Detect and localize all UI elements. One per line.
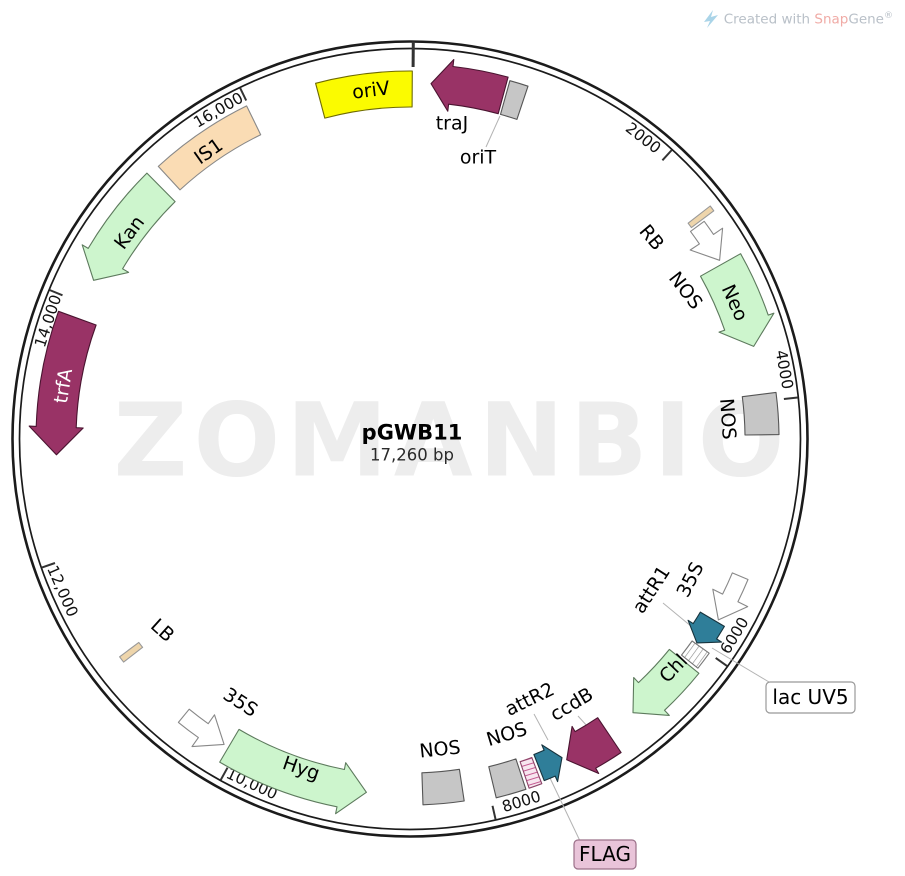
- feature-label-ccdB: ccdB: [546, 683, 597, 726]
- feature-Neo: [699, 253, 775, 347]
- feature-LB: [119, 641, 144, 663]
- feature-Kan: [81, 172, 176, 281]
- feature-Chl: [632, 648, 700, 716]
- plasmid-size-label: 17,260 bp: [370, 445, 454, 465]
- feature-label-oriV: oriV: [351, 77, 391, 103]
- attribution-text: Created with SnapGene®: [723, 10, 893, 28]
- feature-Hyg: [219, 728, 367, 815]
- feature-RB: [687, 205, 715, 229]
- feature-label-attR2: attR2: [502, 678, 558, 721]
- tick-8000: [491, 805, 497, 820]
- tick-label-12000: 12,000: [43, 563, 81, 620]
- feature-label-35S-promoter-2: 35S: [219, 683, 261, 721]
- feature-label-NOS-terminator-3: NOS: [418, 736, 461, 762]
- plasmid-title-block: pGWB11 17,260 bp: [362, 420, 463, 467]
- feature-label-NOS-promoter: NOS: [664, 268, 707, 314]
- feature-IS1: [157, 105, 262, 191]
- leader-FLAG-site: [549, 777, 581, 842]
- feature-35S-promoter-2: [177, 708, 225, 748]
- callout-label-FLAG: FLAG: [579, 842, 631, 866]
- feature-attR2: [533, 744, 563, 783]
- feature-FLAG-site: [519, 756, 543, 789]
- tick-14000: [49, 289, 63, 297]
- tick-2000: [661, 149, 673, 161]
- attribution-gene: Gene: [848, 11, 884, 28]
- leader-oriT: [485, 115, 501, 148]
- feature-traJ: [430, 58, 509, 115]
- leader-lac-UV5-site: [711, 647, 770, 683]
- attribution-registered: ®: [884, 10, 893, 21]
- callout-FLAG: FLAG: [573, 839, 637, 870]
- feature-label-LB: LB: [146, 615, 178, 647]
- feature-attR1: [687, 611, 725, 644]
- feature-35S-promoter-1: [712, 572, 749, 621]
- feature-NOS-terminator-1: [741, 391, 780, 436]
- callout-label-lac-UV5: lac UV5: [772, 685, 848, 709]
- feature-NOS-terminator-3: [421, 768, 465, 806]
- tick-12000: [41, 562, 56, 569]
- feature-label-trfA: trfA: [50, 367, 77, 405]
- feature-label-35S-promoter-1: 35S: [673, 559, 709, 601]
- snapgene-attribution: Created with SnapGene®: [703, 9, 893, 29]
- tick-label-4000: 4000: [772, 349, 797, 391]
- plasmid-name: pGWB11: [361, 420, 463, 445]
- feature-label-RB: RB: [635, 221, 669, 255]
- plasmid-backbone-outer: [11, 40, 809, 838]
- feature-oriV: [315, 70, 413, 119]
- plasmid-backbone-inner: [18, 47, 802, 831]
- feature-trfA: [28, 310, 97, 456]
- feature-label-oriT: oriT: [460, 147, 497, 169]
- tick-4000: [783, 396, 798, 400]
- feature-label-attR1: attR1: [628, 562, 675, 617]
- feature-label-NOS-terminator-1: NOS: [715, 398, 740, 441]
- feature-label-NOS-terminator-2: NOS: [484, 718, 530, 751]
- tick-16000: [239, 87, 248, 101]
- leader-attR2: [533, 713, 549, 741]
- feature-oriT: [499, 80, 529, 120]
- tick-10000: [219, 767, 229, 781]
- leader-attR1: [662, 602, 693, 628]
- tick-6000: [715, 657, 728, 667]
- callout-lac-UV5: lac UV5: [765, 681, 856, 714]
- feature-lac-UV5-site: [680, 640, 710, 669]
- feature-NOS-terminator-2: [488, 758, 527, 799]
- attribution-snap: Snap: [814, 11, 849, 28]
- feature-ccdB: [566, 717, 622, 775]
- feature-label-traJ: traJ: [436, 113, 469, 135]
- watermark-text: ZOMANBIO: [113, 381, 791, 501]
- feature-NOS-promoter: [689, 220, 724, 261]
- snapgene-logo-icon: [703, 10, 718, 28]
